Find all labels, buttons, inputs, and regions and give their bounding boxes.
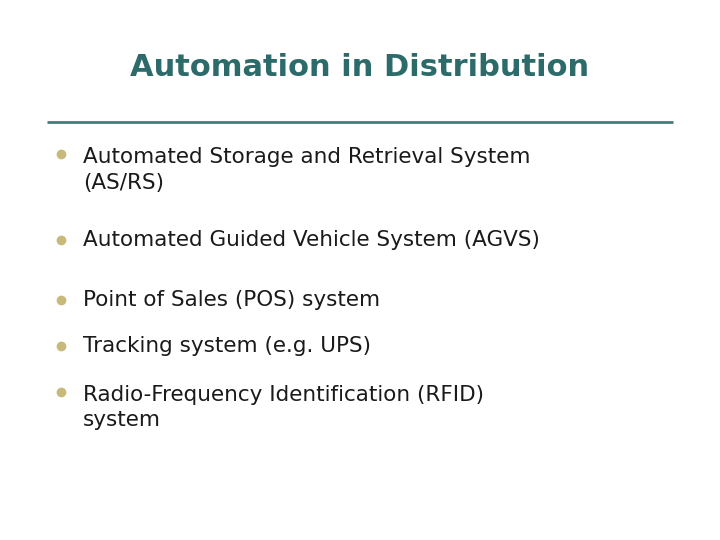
Text: Automation in Distribution: Automation in Distribution (130, 53, 590, 82)
Text: Point of Sales (POS) system: Point of Sales (POS) system (83, 289, 380, 310)
Text: Tracking system (e.g. UPS): Tracking system (e.g. UPS) (83, 335, 371, 356)
Text: Radio-Frequency Identification (RFID)
system: Radio-Frequency Identification (RFID) sy… (83, 385, 484, 430)
Text: Automated Storage and Retrieval System
(AS/RS): Automated Storage and Retrieval System (… (83, 147, 531, 193)
Text: Automated Guided Vehicle System (AGVS): Automated Guided Vehicle System (AGVS) (83, 230, 540, 251)
